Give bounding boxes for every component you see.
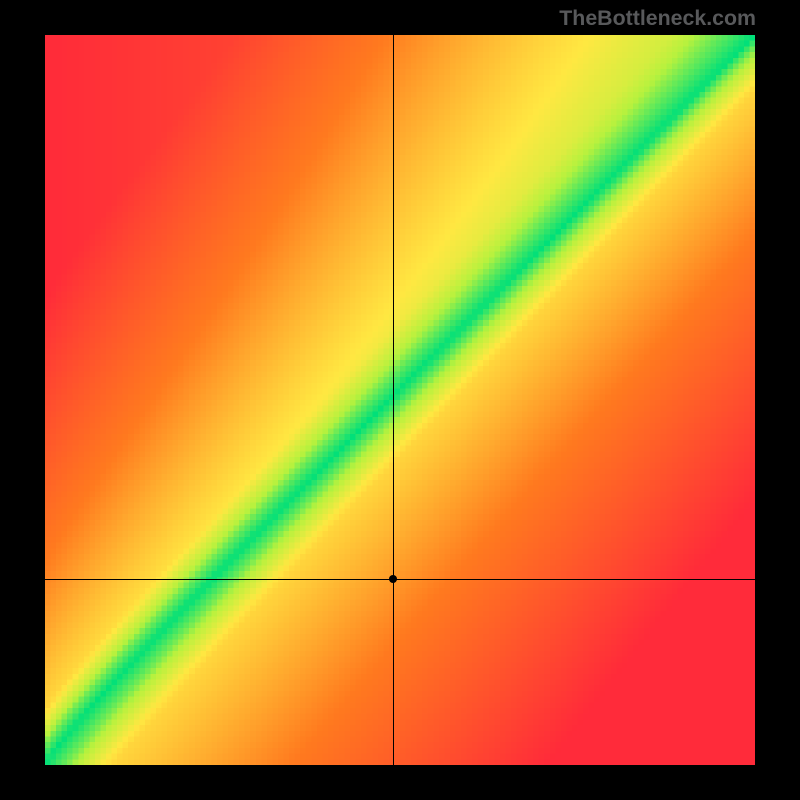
crosshair-horizontal [45, 579, 755, 580]
data-point-marker [389, 575, 397, 583]
bottleneck-heatmap [45, 35, 755, 765]
chart-container: TheBottleneck.com [0, 0, 800, 800]
crosshair-vertical [393, 35, 394, 765]
watermark-text: TheBottleneck.com [559, 6, 756, 31]
